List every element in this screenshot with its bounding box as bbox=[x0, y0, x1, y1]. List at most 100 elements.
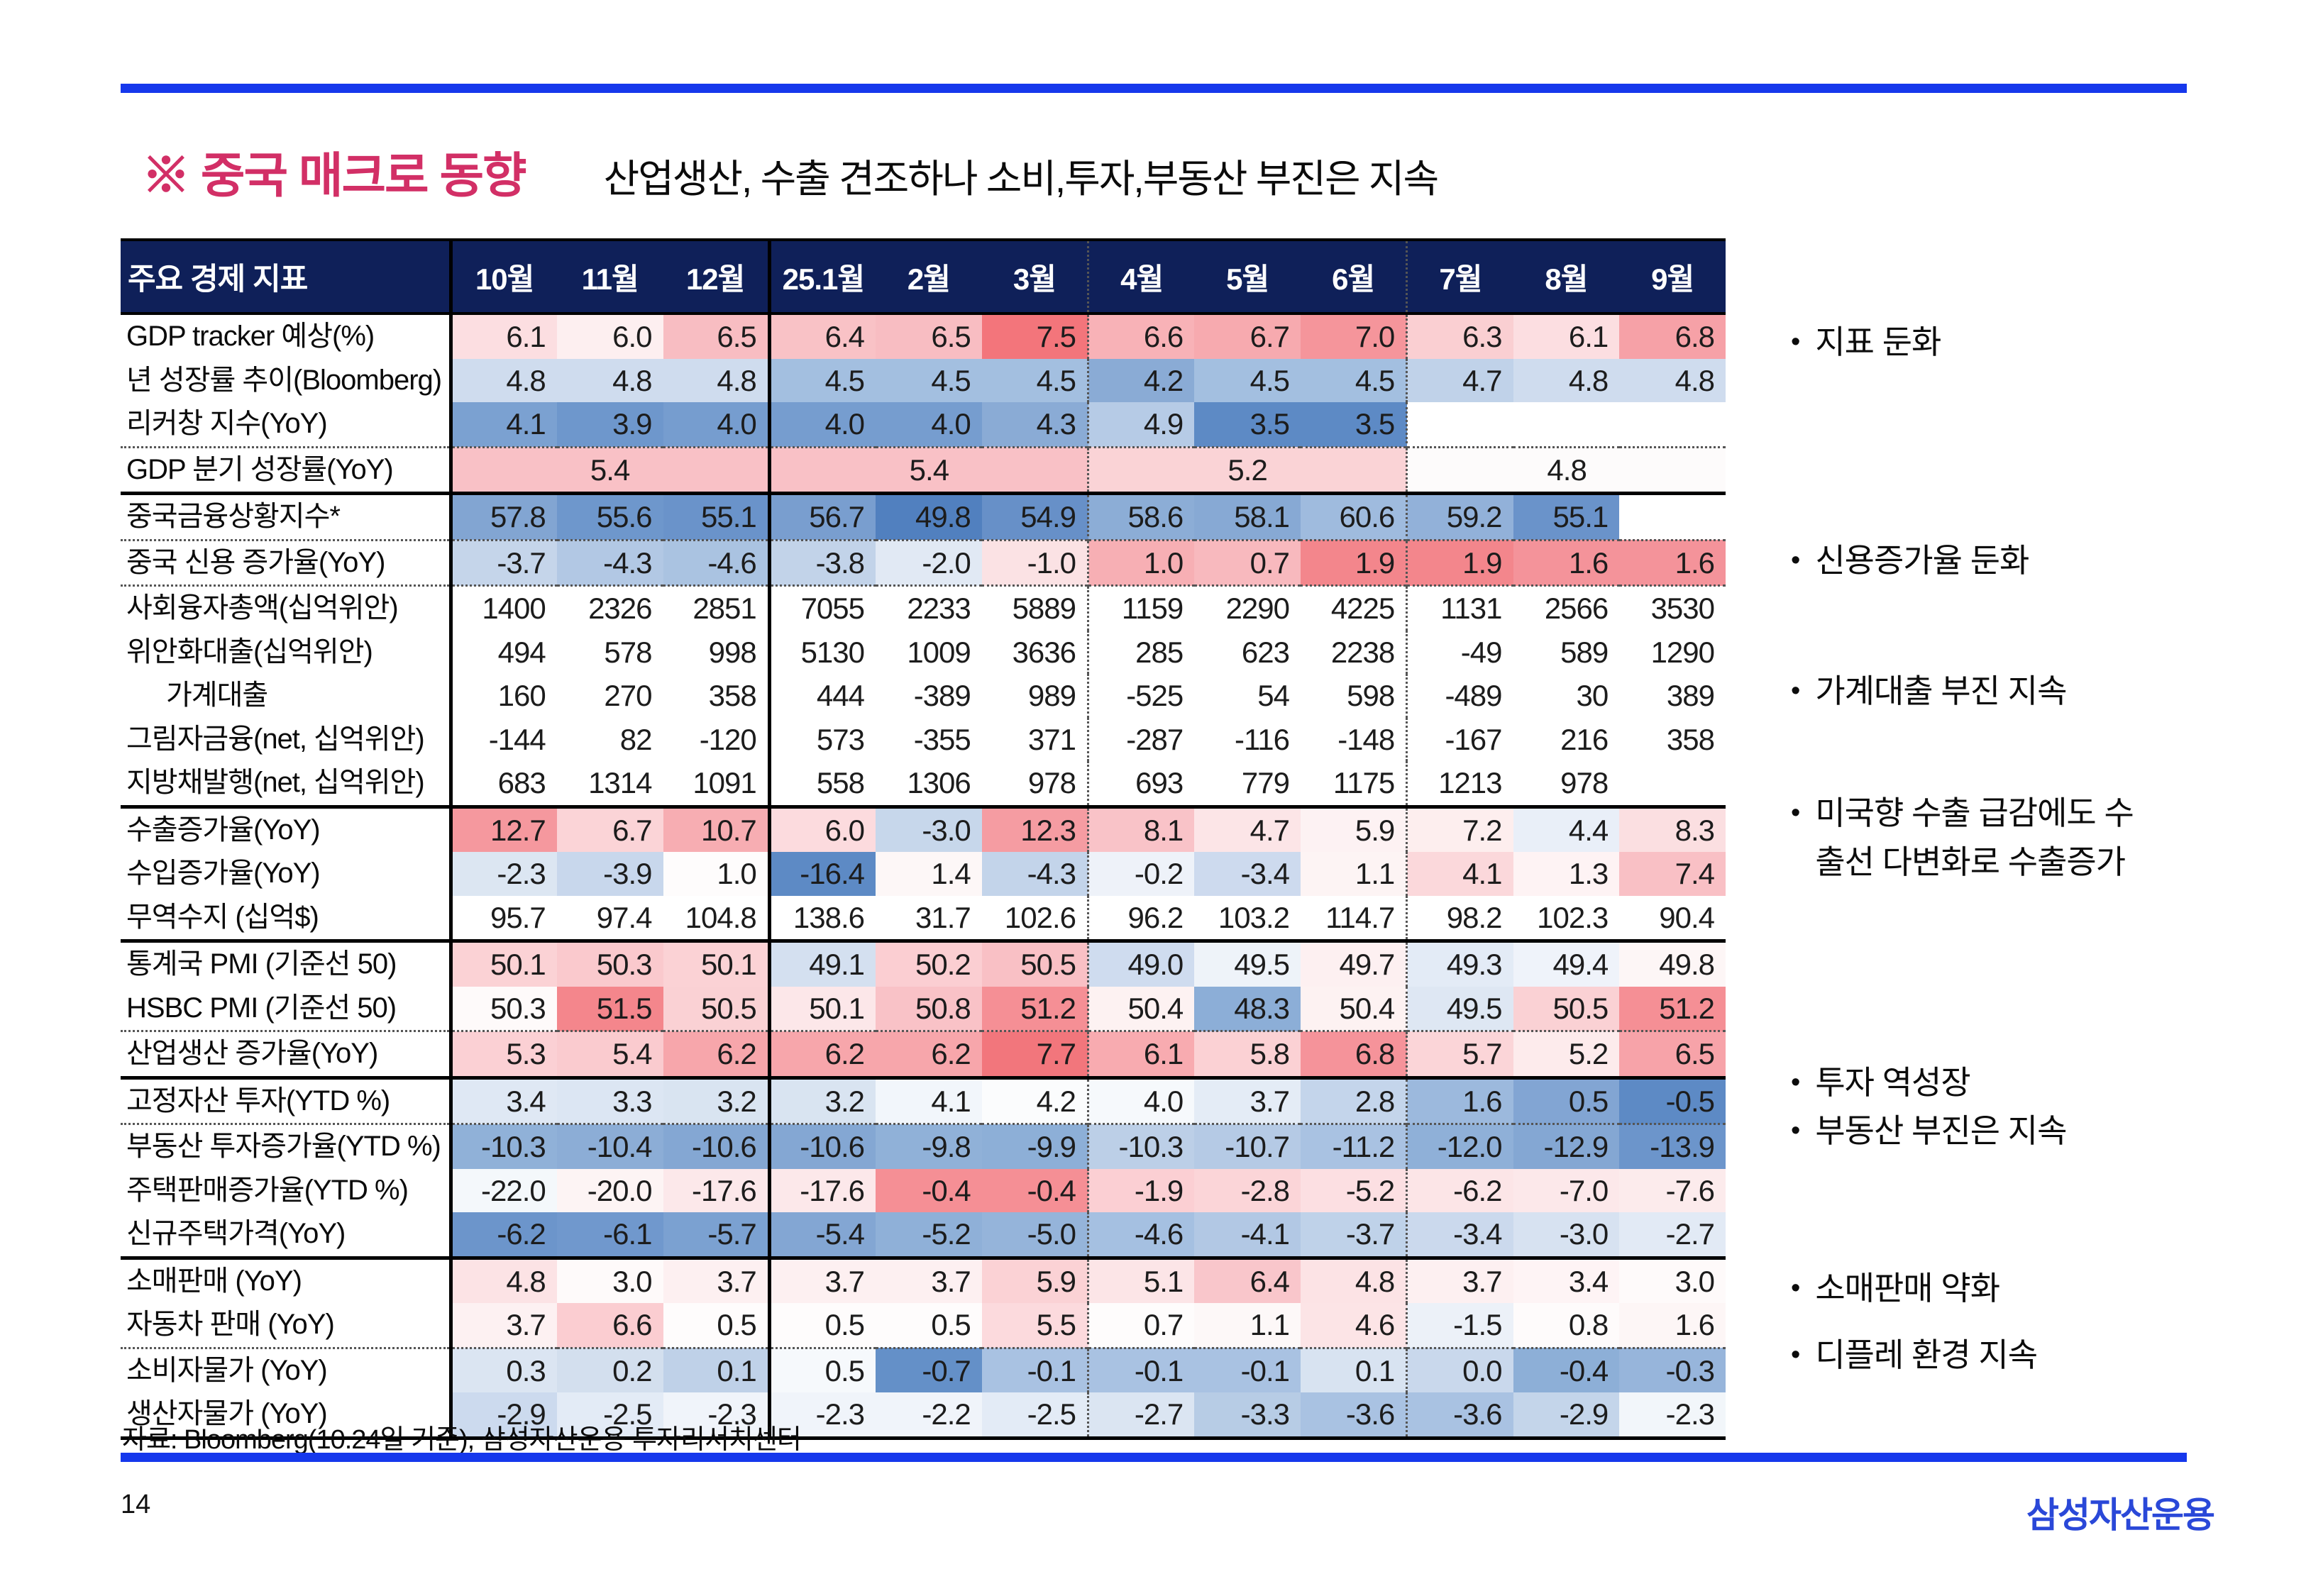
value-cell: -9.8 bbox=[876, 1123, 982, 1169]
value-cell: 6.0 bbox=[556, 314, 663, 359]
value-cell: 5.2 bbox=[1086, 445, 1407, 494]
value-cell: 6.1 bbox=[1087, 1030, 1195, 1077]
value-cell: 4.4 bbox=[1513, 804, 1620, 852]
row-label: 수출증가율(YoY) bbox=[121, 804, 451, 852]
value-cell: 779 bbox=[1241, 766, 1290, 800]
value-cell: 683 bbox=[448, 761, 557, 807]
value-cell: 5889 bbox=[981, 584, 1088, 631]
month-header: 10월 bbox=[448, 238, 557, 315]
value-cell: -2.8 bbox=[1194, 1168, 1301, 1212]
value-cell: 5.4 bbox=[448, 445, 770, 494]
value-cell: -2.0 bbox=[876, 538, 982, 586]
value-cell: 6.3 bbox=[1406, 314, 1513, 359]
value-cell: 49.7 bbox=[1301, 939, 1407, 987]
value-cell: 4.0 bbox=[663, 402, 770, 447]
annotation-text: 지표 둔화 bbox=[1815, 323, 1941, 360]
value-cell: 5.2 bbox=[1513, 1030, 1620, 1077]
value-cell: 50.1 bbox=[767, 986, 876, 1031]
value-cell: 4.8 bbox=[556, 358, 663, 402]
value-cell: -2.3 bbox=[767, 1392, 876, 1440]
value-cell: 4.8 bbox=[448, 358, 557, 402]
value-cell: 3.2 bbox=[767, 1075, 876, 1124]
value-cell: 8.1 bbox=[1087, 804, 1195, 852]
value-cell: -116 bbox=[1235, 722, 1290, 756]
annotation-text: 디플레 환경 지속 bbox=[1815, 1336, 2038, 1373]
value-cell: 6.6 bbox=[1087, 314, 1195, 359]
table-row: GDP tracker 예상(%) 6.1 6.0 6.5 6.4 6.5 7.5 6.6 6.… bbox=[121, 314, 1726, 359]
value-cell: 1.0 bbox=[663, 852, 770, 896]
value-cell: 4.8 bbox=[1301, 1256, 1407, 1303]
value-cell: -2.3 bbox=[448, 852, 557, 896]
month-header: 8월 bbox=[1513, 238, 1620, 315]
value-cell: -3.4 bbox=[1194, 852, 1301, 896]
value-cell: 50.5 bbox=[1513, 986, 1620, 1031]
value-cell: 2290 bbox=[1194, 584, 1301, 631]
value-cell: -5.2 bbox=[876, 1212, 982, 1258]
value-cell: 358 bbox=[1666, 722, 1715, 756]
value-cell: -0.3 bbox=[1619, 1346, 1726, 1392]
row-label: 위안화대출(십억위안) bbox=[126, 636, 373, 667]
value-cell: -10.6 bbox=[663, 1123, 770, 1169]
value-cell: 96.2 bbox=[1087, 895, 1195, 941]
table-row: 중국금융상황지수* 57.8 55.6 55.1 56.7 49.8 54.9 58.6 58.… bbox=[121, 492, 1726, 540]
bullet-icon: • bbox=[1791, 545, 1800, 575]
value-cell: 1.4 bbox=[876, 852, 982, 896]
value-cell: 5.8 bbox=[1194, 1030, 1301, 1077]
value-cell: 55.6 bbox=[556, 492, 663, 540]
value-cell: 989 bbox=[1027, 679, 1076, 713]
value-cell: 1213 bbox=[1406, 761, 1513, 807]
value-cell: 2233 bbox=[876, 584, 982, 631]
value-cell: -2.5 bbox=[556, 1392, 663, 1440]
table-row: 중국 신용 증가율(YoY) -3.7 -4.3 -4.6 -3.8 -2.0 -1.0 1.… bbox=[121, 538, 1726, 586]
table-row: 지방채발행(net, 십억위안) 683 1314 1091 558 1306 978 693… bbox=[121, 761, 1726, 807]
annotation-item: • 가계대출 부진 지속 bbox=[1791, 667, 2306, 716]
value-cell bbox=[1619, 492, 1726, 540]
value-cell: 3.4 bbox=[448, 1075, 557, 1124]
table-row: 사회융자총액(십억위안) 1400 2326 2851 7055 2233 5889 1159… bbox=[121, 584, 1726, 631]
value-cell: 56.7 bbox=[767, 492, 876, 540]
value-cell: -5.0 bbox=[981, 1212, 1088, 1258]
month-header: 25.1월 bbox=[767, 238, 876, 315]
table-row: 신규주택가격(YoY) -6.2 -6.1 -5.7 -5.4 -5.2 -5.0 -4.6-… bbox=[121, 1212, 1726, 1258]
samsung-asset-logo: 삼성자산운용 bbox=[2026, 1495, 2215, 1535]
table-row: 산업생산 증가율(YoY) 5.3 5.4 6.2 6.2 6.2 7.7 6.1 5.8 6.8… bbox=[121, 1030, 1726, 1077]
value-cell: 0.5 bbox=[1513, 1075, 1620, 1124]
value-cell: 589 bbox=[1560, 635, 1609, 669]
month-header: 4월 bbox=[1087, 238, 1195, 315]
value-cell: 6.2 bbox=[767, 1030, 876, 1077]
page-subtitle: 산업생산, 수출 견조하나 소비,투자,부동산 부진은 지속 bbox=[603, 157, 1439, 201]
value-cell: -3.6 bbox=[1301, 1392, 1407, 1440]
value-cell: -3.0 bbox=[876, 804, 982, 852]
value-cell: 104.8 bbox=[685, 900, 757, 934]
value-cell: -7.0 bbox=[1513, 1168, 1620, 1212]
table-row: 고정자산 투자(YTD %) 3.4 3.3 3.2 3.2 4.1 4.2 4.0 3.7 2.… bbox=[121, 1075, 1726, 1124]
source-note: 자료: Bloomberg(10.24일 기준), 삼성자산운용 투자리서치센터 bbox=[122, 1425, 802, 1455]
value-cell: -5.7 bbox=[663, 1212, 770, 1258]
value-cell: -6.2 bbox=[1406, 1168, 1513, 1212]
value-cell: 4.6 bbox=[1301, 1303, 1407, 1348]
value-cell: -3.7 bbox=[448, 538, 557, 586]
table-row: 그림자금융(net, 십억위안) -144 82 -120 573 -355 371 -287… bbox=[121, 717, 1726, 761]
value-cell: -2.5 bbox=[981, 1392, 1088, 1440]
value-cell: -10.7 bbox=[1194, 1123, 1301, 1169]
value-cell bbox=[1406, 402, 1513, 447]
value-cell: -12.0 bbox=[1406, 1123, 1513, 1169]
value-cell: 2238 bbox=[1330, 635, 1395, 669]
row-label: 수입증가율(YoY) bbox=[126, 858, 321, 890]
row-label: 통계국 PMI (기준선 50) bbox=[121, 939, 451, 987]
row-label: 가계대출 bbox=[166, 680, 268, 711]
value-cell: 3.5 bbox=[1301, 402, 1407, 447]
table-row: HSBC PMI (기준선 50) 50.3 51.5 50.5 50.1 50.8 51.… bbox=[121, 986, 1726, 1031]
month-header: 5월 bbox=[1194, 238, 1301, 315]
value-cell: 4.5 bbox=[1301, 358, 1407, 402]
annotation-text: 가계대출 부진 지속 bbox=[1815, 672, 2067, 709]
value-cell: -2.9 bbox=[1513, 1392, 1620, 1440]
value-cell: 1009 bbox=[907, 635, 971, 669]
value-cell: -2.3 bbox=[1619, 1392, 1726, 1440]
value-cell: 1400 bbox=[448, 584, 557, 631]
value-cell: -489 bbox=[1406, 674, 1513, 718]
value-cell: 0.7 bbox=[1194, 538, 1301, 586]
value-cell: -3.3 bbox=[1194, 1392, 1301, 1440]
value-cell: -0.1 bbox=[1194, 1346, 1301, 1392]
